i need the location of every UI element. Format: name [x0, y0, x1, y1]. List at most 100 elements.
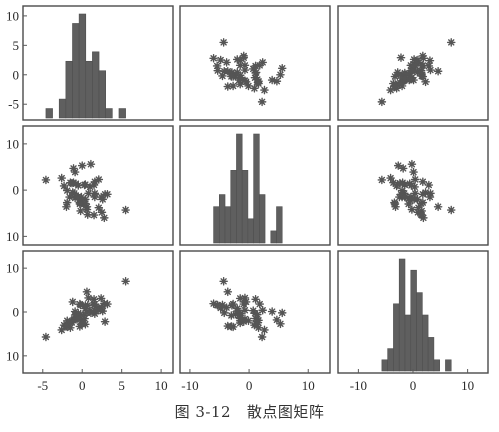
- hist-bar-1-12: [118, 108, 126, 119]
- scatter-point-r2-c3: [414, 203, 423, 212]
- scatter-point-r2-c3: [418, 177, 428, 187]
- scatter-point-r2-c1: [90, 177, 100, 187]
- scatter-point-r1-c3: [418, 72, 428, 81]
- scatter-point-r2-c3: [406, 192, 416, 202]
- scatter-point-r1-c2: [240, 65, 250, 75]
- scatter-point-r2-c1: [71, 179, 81, 188]
- scatter-point-r3-c1: [103, 299, 112, 309]
- scatter-point-r2-c3: [404, 199, 413, 209]
- scatter-point-r2-c1: [76, 206, 85, 216]
- scatter-point-r1-c3: [426, 65, 435, 75]
- scatter-point-r2-c3: [409, 167, 418, 177]
- hist-bar-3-4: [398, 258, 406, 372]
- scatter-point-r2-c1: [121, 205, 130, 215]
- scatter-point-r2-c3: [424, 180, 434, 190]
- scatter-point-r2-c3: [400, 192, 410, 202]
- hist-bar-2-7: [247, 218, 254, 244]
- scatter-point-r3-c1: [62, 321, 71, 331]
- figure-title: 散点图矩阵: [246, 403, 325, 421]
- scatter-point-r3-c1: [77, 319, 87, 329]
- scatter-point-r2-c1: [65, 192, 74, 202]
- scatter-point-r3-c2: [219, 277, 228, 286]
- scatter-point-r2-c1: [62, 202, 71, 212]
- hist-bar-3-10: [433, 359, 440, 372]
- scatter-point-r1-c2: [222, 58, 231, 67]
- scatter-point-r1-c2: [251, 61, 260, 71]
- scatter-point-r1-c2: [235, 61, 245, 70]
- hist-bar-2-5: [236, 133, 243, 244]
- scatter-point-r1-c2: [239, 53, 249, 62]
- scatter-point-r3-c1: [57, 325, 67, 335]
- scatter-point-r2-c1: [85, 182, 95, 192]
- scatter-point-r1-c2: [227, 68, 237, 77]
- scatter-point-r2-c3: [377, 175, 387, 185]
- scatter-point-r3-c2: [231, 309, 240, 319]
- scatter-point-r3-c2: [239, 317, 249, 326]
- scatter-point-r3-c1: [82, 287, 92, 297]
- scatter-point-r3-c1: [76, 309, 85, 319]
- scatter-point-r3-c1: [65, 318, 74, 328]
- scatter-point-r2-c3: [390, 199, 400, 209]
- x-tick-label: 0: [246, 378, 253, 393]
- hist-bar-2-3: [224, 206, 232, 244]
- scatter-point-r3-c2: [244, 316, 253, 326]
- y-tick-label: 0: [13, 67, 20, 82]
- scatter-point-r3-c1: [75, 299, 85, 309]
- scatter-point-r2-c1: [66, 178, 75, 188]
- scatter-point-r1-c3: [446, 38, 456, 47]
- scatter-point-r1-c2: [235, 56, 245, 65]
- x-tick-label: 0: [79, 378, 86, 393]
- scatter-point-r2-c3: [386, 173, 395, 183]
- scatter-point-r1-c2: [213, 66, 223, 75]
- scatter-point-r3-c1: [96, 294, 106, 303]
- scatter-point-r1-c2: [251, 68, 261, 77]
- scatter-point-r1-c2: [216, 55, 225, 65]
- scatter-point-r3-c1: [73, 314, 82, 323]
- scatter-point-r3-c2: [276, 319, 285, 329]
- scatter-point-r3-c2: [254, 323, 263, 333]
- scatter-point-r3-c2: [272, 315, 282, 325]
- scatter-point-r3-c1: [59, 320, 69, 330]
- scatter-point-r3-c2: [222, 303, 231, 312]
- scatter-point-r1-c2: [260, 85, 269, 95]
- scatter-point-r3-c1: [97, 303, 107, 313]
- scatter-point-r3-c1: [84, 293, 93, 303]
- scatter-point-r1-c2: [209, 53, 218, 63]
- scatter-point-r2-c1: [94, 175, 104, 184]
- scatter-point-r2-c1: [57, 173, 67, 183]
- hist-bar-2-8: [253, 133, 260, 244]
- scatter-point-r1-c3: [409, 55, 419, 64]
- hist-bar-1-8: [92, 51, 100, 119]
- scatter-point-r2-c1: [70, 193, 80, 203]
- figure-caption: 图 3-12 散点图矩阵: [0, 401, 499, 422]
- scatter-point-r1-c3: [386, 85, 395, 95]
- hist-bar-3-2: [387, 348, 394, 372]
- scatter-point-r1-c2: [250, 84, 259, 93]
- scatter-point-r3-c2: [258, 305, 267, 315]
- scatter-point-r1-c3: [418, 51, 428, 61]
- x-tick-label: 5: [118, 378, 125, 393]
- hist-bar-3-6: [410, 269, 417, 372]
- scatter-point-r3-c2: [209, 299, 218, 308]
- scatter-point-r1-c2: [212, 61, 222, 71]
- scatter-point-r1-c3: [395, 79, 404, 89]
- scatter-point-r1-c3: [404, 69, 413, 78]
- scatter-point-r3-c2: [218, 300, 227, 310]
- scatter-point-r2-c1: [62, 186, 72, 195]
- scatter-point-r3-c1: [80, 314, 89, 323]
- scatter-point-r3-c2: [250, 309, 260, 318]
- scatter-point-r2-c3: [413, 208, 423, 217]
- x-tick-label: -5: [37, 378, 48, 393]
- x-tick-label: 10: [461, 378, 474, 393]
- scatter-point-r1-c2: [235, 79, 245, 89]
- scatter-point-r3-c2: [232, 306, 242, 316]
- y-tick-label: 10: [6, 261, 19, 276]
- scatter-point-r1-c2: [240, 61, 250, 70]
- scatter-point-r2-c1: [89, 210, 99, 220]
- scatter-point-r3-c1: [66, 323, 75, 333]
- scatter-point-r1-c3: [410, 61, 420, 70]
- scatter-point-r3-c1: [85, 306, 95, 315]
- figure-number: 图 3-12: [174, 403, 232, 421]
- hist-bar-3-1: [381, 359, 388, 372]
- scatter-point-r3-c1: [73, 309, 83, 318]
